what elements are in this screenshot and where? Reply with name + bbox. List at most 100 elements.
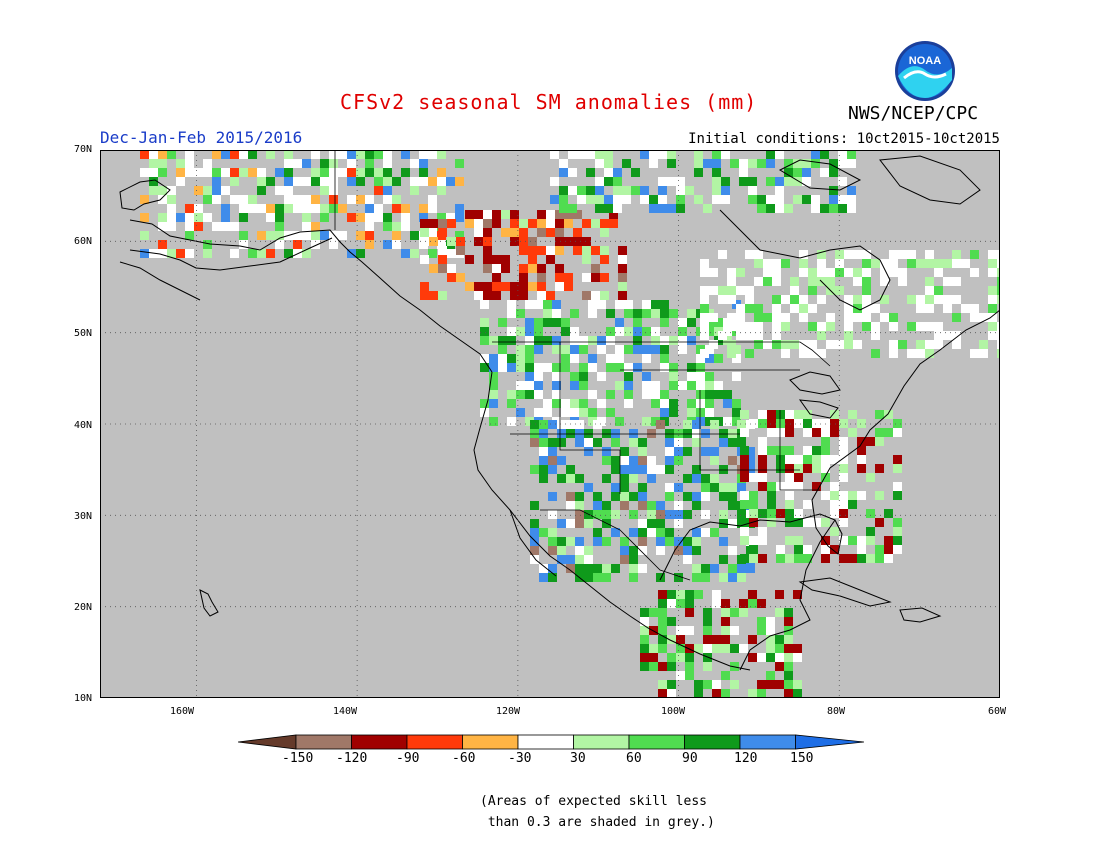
- anomaly-cell: [498, 318, 507, 327]
- anomaly-cell: [721, 644, 730, 653]
- anomaly-cell: [401, 168, 410, 177]
- anomaly-cell: [185, 159, 194, 168]
- anomaly-cell: [480, 318, 489, 327]
- anomaly-cell: [559, 186, 568, 195]
- anomaly-cell: [410, 231, 419, 240]
- anomaly-cell: [557, 546, 566, 555]
- anomaly-cell: [642, 309, 651, 318]
- anomaly-cell: [803, 518, 812, 527]
- anomaly-cell: [893, 482, 902, 491]
- anomaly-cell: [961, 259, 970, 268]
- anomaly-cell: [705, 390, 714, 399]
- anomaly-cell: [692, 564, 701, 573]
- anomaly-cell: [483, 264, 492, 273]
- anomaly-cell: [642, 345, 651, 354]
- anomaly-cell: [338, 231, 347, 240]
- anomaly-cell: [718, 286, 727, 295]
- anomaly-cell: [730, 159, 739, 168]
- anomaly-cell: [483, 237, 492, 246]
- anomaly-cell: [857, 536, 866, 545]
- anomaly-cell: [826, 340, 835, 349]
- anomaly-cell: [257, 231, 266, 240]
- anomaly-cell: [853, 277, 862, 286]
- anomaly-cell: [893, 518, 902, 527]
- anomaly-cell: [239, 213, 248, 222]
- anomaly-cell: [167, 150, 176, 159]
- anomaly-cell: [365, 159, 374, 168]
- anomaly-cell: [579, 336, 588, 345]
- anomaly-cell: [365, 150, 374, 159]
- anomaly-cell: [700, 331, 709, 340]
- anomaly-cell: [925, 349, 934, 358]
- anomaly-cell: [667, 653, 676, 662]
- anomaly-cell: [575, 420, 584, 429]
- anomaly-cell: [419, 204, 428, 213]
- anomaly-cell: [988, 286, 997, 295]
- anomaly-cell: [705, 399, 714, 408]
- anomaly-cell: [893, 419, 902, 428]
- anomaly-cell: [748, 195, 757, 204]
- anomaly-cell: [534, 363, 543, 372]
- anomaly-cell: [712, 680, 721, 689]
- anomaly-cell: [275, 222, 284, 231]
- anomaly-cell: [613, 195, 622, 204]
- anomaly-cell: [447, 219, 456, 228]
- anomaly-cell: [739, 159, 748, 168]
- lat-lon-grid: [100, 150, 1000, 698]
- anomaly-cell: [862, 304, 871, 313]
- anomaly-cell: [785, 473, 794, 482]
- anomaly-cell: [516, 309, 525, 318]
- anomaly-cell: [588, 336, 597, 345]
- anomaly-cell: [629, 474, 638, 483]
- anomaly-cell: [383, 213, 392, 222]
- anomaly-cell: [559, 159, 568, 168]
- anomaly-cell: [745, 304, 754, 313]
- anomaly-cell: [591, 273, 600, 282]
- anomaly-cell: [293, 204, 302, 213]
- anomaly-cell: [678, 327, 687, 336]
- anomaly-cell: [723, 417, 732, 426]
- anomaly-cell: [311, 231, 320, 240]
- anomaly-cell: [140, 249, 149, 258]
- anomaly-cell: [516, 354, 525, 363]
- anomaly-cell: [284, 195, 293, 204]
- anomaly-cell: [539, 447, 548, 456]
- anomaly-cell: [701, 564, 710, 573]
- anomaly-cell: [736, 322, 745, 331]
- anomaly-cell: [943, 331, 952, 340]
- anomaly-cell: [221, 204, 230, 213]
- anomaly-cell: [548, 420, 557, 429]
- anomaly-cell: [889, 268, 898, 277]
- anomaly-cell: [624, 381, 633, 390]
- anomaly-cell: [633, 309, 642, 318]
- anomaly-cell: [410, 186, 419, 195]
- anomaly-cell: [821, 536, 830, 545]
- anomaly-cell: [737, 510, 746, 519]
- anomaly-cell: [767, 446, 776, 455]
- anomaly-cell: [848, 536, 857, 545]
- anomaly-cell: [692, 573, 701, 582]
- anomaly-cell: [401, 150, 410, 159]
- anomaly-cell: [776, 410, 785, 419]
- anomaly-cell: [221, 168, 230, 177]
- anomaly-cell: [970, 313, 979, 322]
- anomaly-cell: [311, 150, 320, 159]
- anomaly-cell: [839, 491, 848, 500]
- anomaly-cell: [802, 195, 811, 204]
- anomaly-cell: [889, 259, 898, 268]
- anomaly-cell: [723, 399, 732, 408]
- anomaly-cell: [584, 519, 593, 528]
- anomaly-cell: [465, 255, 474, 264]
- anomaly-cell: [588, 363, 597, 372]
- anomaly-cell: [158, 249, 167, 258]
- anomaly-cell: [839, 455, 848, 464]
- anomaly-cell: [566, 501, 575, 510]
- anomaly-cell: [577, 186, 586, 195]
- anomaly-cell: [705, 408, 714, 417]
- anomaly-cell: [311, 177, 320, 186]
- anomaly-cell: [687, 336, 696, 345]
- anomaly-cell: [776, 554, 785, 563]
- anomaly-cell: [862, 313, 871, 322]
- anomaly-cell: [575, 537, 584, 546]
- anomaly-cell: [656, 465, 665, 474]
